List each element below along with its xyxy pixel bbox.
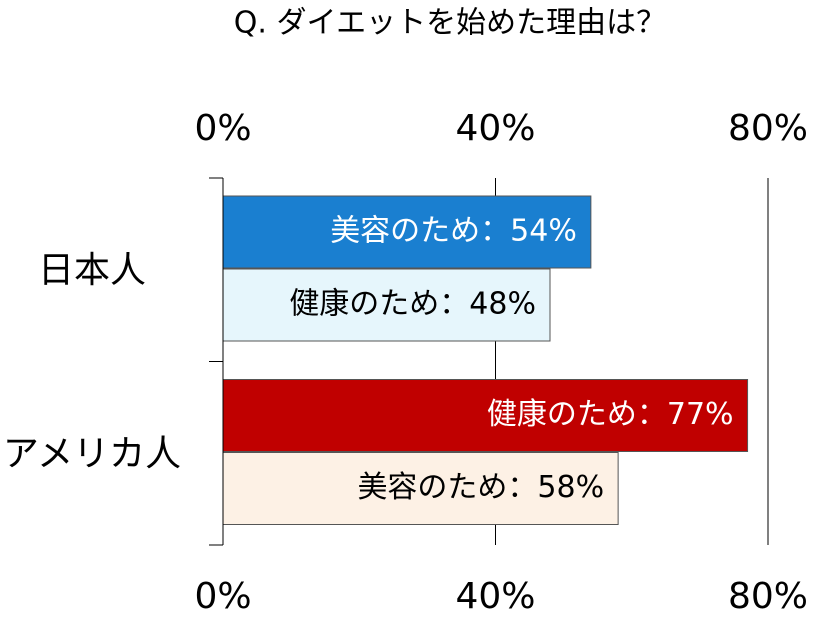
x-tick-label: 40% (455, 108, 535, 149)
bar (222, 195, 592, 269)
chart-title: Q. ダイエットを始めた理由は？ (234, 6, 666, 41)
x-tick-label: 80% (728, 108, 808, 149)
category-label: 日本人 (38, 250, 146, 291)
bar (222, 379, 749, 452)
value-label: 美容のため：54% (330, 214, 577, 249)
x-tick-label-bottom: 0% (194, 576, 251, 617)
x-tick-label-bottom: 40% (455, 576, 535, 617)
x-tick-label: 0% (194, 108, 251, 149)
category-label: アメリカ人 (3, 433, 181, 474)
bar (222, 268, 551, 342)
x-tick-label-bottom: 80% (728, 576, 808, 617)
value-label: 健康のため：48% (289, 287, 536, 322)
bar (222, 452, 619, 525)
value-label: 美容のため：58% (357, 470, 604, 505)
value-label: 健康のため：77% (487, 397, 734, 432)
